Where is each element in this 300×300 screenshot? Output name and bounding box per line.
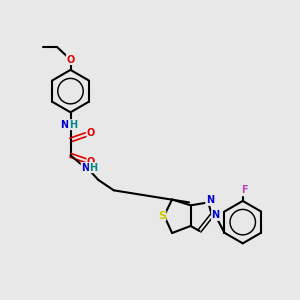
Text: N: N — [81, 163, 89, 173]
Text: N: N — [60, 120, 68, 130]
Text: O: O — [87, 128, 95, 138]
Text: F: F — [241, 185, 247, 195]
Text: N: N — [212, 210, 220, 220]
Text: N: N — [206, 195, 214, 205]
Text: O: O — [66, 55, 75, 64]
Text: H: H — [69, 120, 77, 130]
Text: S: S — [158, 211, 166, 221]
Text: H: H — [89, 163, 98, 173]
Text: O: O — [87, 157, 95, 167]
